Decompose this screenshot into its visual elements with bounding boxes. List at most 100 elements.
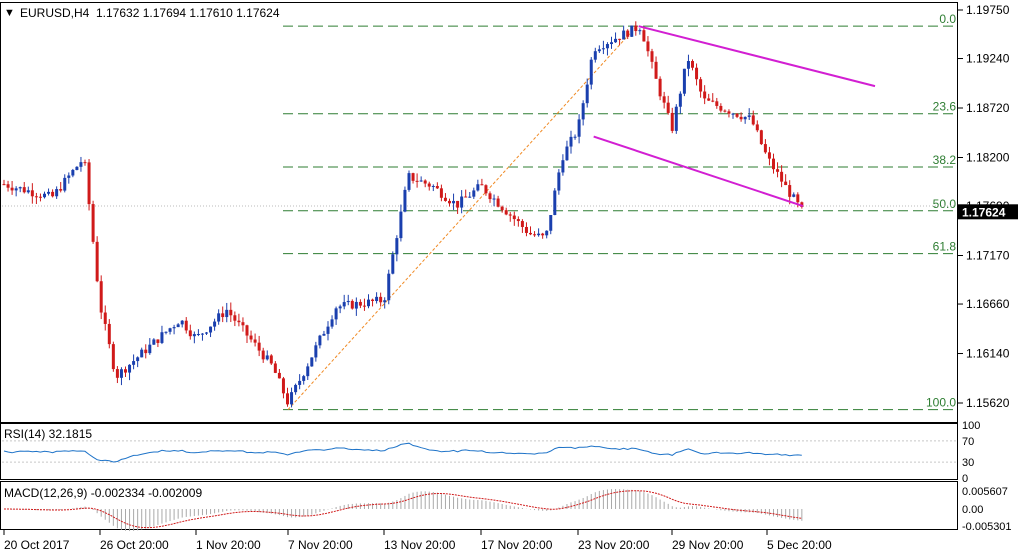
candle <box>103 305 107 331</box>
candle <box>399 204 403 242</box>
candle <box>682 68 686 97</box>
candle <box>14 186 18 197</box>
candle <box>387 269 391 305</box>
candle <box>391 251 395 275</box>
macd-axis: 0.005607 0.00 -0.005301 <box>962 486 1012 533</box>
fib-level-label: 61.8 <box>933 240 957 254</box>
candle <box>508 212 512 222</box>
candle <box>172 324 176 335</box>
candle <box>334 306 338 325</box>
candle <box>747 108 751 120</box>
candle <box>735 113 739 119</box>
candle <box>306 363 310 381</box>
candle <box>403 186 407 213</box>
candle <box>504 207 508 216</box>
rsi-tick-label: 30 <box>962 457 974 469</box>
candle <box>784 174 788 186</box>
candle <box>257 335 261 357</box>
price-tick-label: 1.15620 <box>966 396 1010 410</box>
candle <box>577 114 581 144</box>
candle <box>427 181 431 191</box>
candle <box>407 170 411 192</box>
candle <box>379 292 383 307</box>
fibonacci-trendline <box>287 25 638 410</box>
candle <box>217 309 221 325</box>
rsi-panel-border <box>0 423 958 480</box>
candle <box>290 387 294 408</box>
symbol-timeframe-label: EURUSD,H4 <box>20 6 90 20</box>
time-tick-label: 23 Nov 20:00 <box>578 538 650 552</box>
candle <box>184 317 188 334</box>
candle <box>707 93 711 101</box>
candle <box>496 195 500 208</box>
candle <box>10 181 14 195</box>
candle <box>743 116 747 124</box>
candle <box>354 297 358 316</box>
candle <box>79 156 83 172</box>
candle <box>132 354 136 370</box>
candle <box>119 367 123 386</box>
price-tick-label: 1.17170 <box>966 249 1010 263</box>
candle <box>792 192 796 198</box>
rsi-tick-label: 70 <box>962 436 974 448</box>
candle <box>549 215 553 235</box>
candle <box>492 194 496 207</box>
candle <box>512 211 516 226</box>
candle <box>634 21 638 36</box>
candle <box>213 318 217 331</box>
candle <box>715 97 719 109</box>
candle <box>233 311 237 327</box>
candle <box>581 100 585 126</box>
candle <box>124 366 127 378</box>
candle <box>209 326 213 338</box>
candle <box>711 93 715 103</box>
candle <box>630 25 634 37</box>
candle <box>622 25 626 40</box>
collapse-arrow-icon[interactable]: ▼ <box>4 7 15 19</box>
candle <box>488 191 492 203</box>
candle <box>520 219 524 233</box>
macd-signal-line <box>4 490 802 529</box>
candle <box>772 153 775 174</box>
candle <box>670 107 674 134</box>
candle <box>269 354 273 365</box>
current-price-value: 1.17624 <box>962 205 1006 219</box>
candle <box>695 63 699 86</box>
candle <box>265 350 269 361</box>
candle <box>180 320 184 328</box>
candle <box>557 169 561 195</box>
rsi-tick-label: 0 <box>962 473 968 485</box>
candle <box>650 48 654 69</box>
candle <box>314 341 318 362</box>
candle <box>249 330 253 343</box>
time-tick-label: 13 Nov 20:00 <box>384 538 456 552</box>
fib-trendline <box>287 25 638 410</box>
macd-tick-label: -0.005301 <box>962 521 1012 533</box>
rsi-line <box>3 442 802 463</box>
candle <box>273 361 277 374</box>
candle <box>22 182 26 194</box>
candle <box>593 47 597 63</box>
candle <box>253 333 257 347</box>
candle <box>298 374 302 390</box>
candle <box>727 109 731 118</box>
candle <box>658 76 662 101</box>
candle <box>192 331 196 344</box>
candle <box>18 186 22 193</box>
candle <box>435 182 439 190</box>
candle <box>67 172 71 184</box>
rsi-indicator <box>2 440 956 463</box>
time-axis: 20 Oct 2017 26 Oct 20:00 1 Nov 20:00 7 Nov … <box>3 530 832 552</box>
candle <box>524 222 528 237</box>
candle <box>759 129 763 146</box>
fibonacci-levels: 0.0 23.6 38.2 50.0 61.8 100.0 <box>2 12 957 411</box>
fib-level-label: 0.0 <box>939 12 956 26</box>
candle <box>731 112 735 119</box>
candle <box>646 36 650 57</box>
candle <box>545 230 549 239</box>
candle <box>573 134 577 140</box>
candle <box>34 192 38 205</box>
candle <box>561 154 565 176</box>
candle <box>776 162 780 178</box>
candle <box>597 45 601 54</box>
